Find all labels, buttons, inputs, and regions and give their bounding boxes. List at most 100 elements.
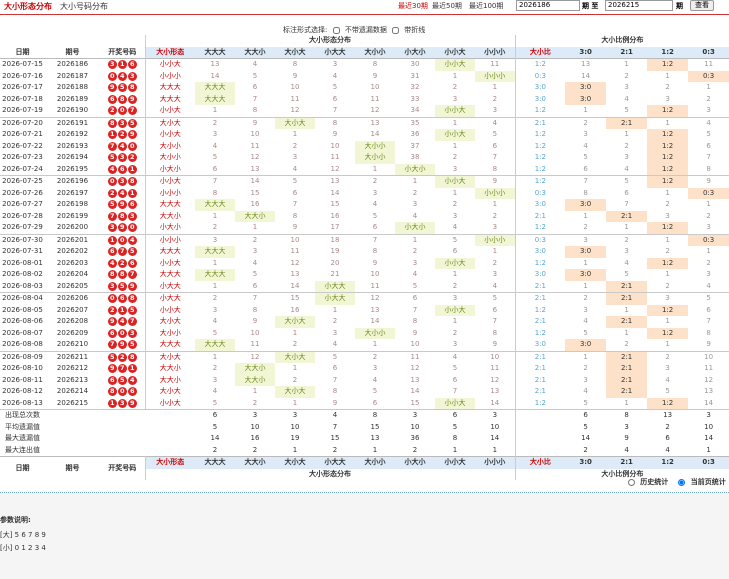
range-link[interactable]: 最近50期 [432,2,462,10]
col-header: 大小比 [514,456,566,469]
omission-cell: 12 [315,163,355,176]
ratio-omission: 2 [565,222,607,235]
ratio-omission: 4 [665,375,670,384]
stat-value: 3 [252,411,258,420]
ball: 7 [107,340,117,350]
data-row: 2026-07-29 2026200 3 9 0 小大小 2 1 9 17 6 小大小 4 3 1:2 2 1 1… [0,222,729,235]
period: 2026198 [56,200,89,209]
date: 2026-07-31 [2,247,43,256]
stat-value: 10 [410,422,420,431]
omission-cell: 7 [452,387,458,396]
col-header: 期号 [45,35,100,59]
omission-cell: 3 [452,211,458,220]
data-row: 2026-07-19 2026190 2 0 7 小小大 1 8 12 7 12 34 小小大 3 1:2 1… [0,105,729,118]
col-header: 期号 [45,456,100,480]
pattern: 大小小 [144,327,195,339]
ratio-omission: 1 [624,130,629,139]
stat-value: 1 [706,445,711,454]
ratio-omission: 6 [706,141,711,150]
period: 2026193 [56,141,89,150]
omission-cell: 9 [252,317,258,326]
ratio-omission: 2 [624,71,629,80]
col-header: 大小比 [514,46,566,59]
omission-cell: 7 [252,294,258,303]
ratio: 3:0 [514,93,566,105]
from-input[interactable]: 2026186 [516,0,580,11]
hit-cell: 大小小 [355,152,395,164]
omission-cell: 17 [315,222,355,235]
ratio-hit: 2:1 [606,316,648,328]
omission-cell: 8 [332,387,338,396]
col-header: 小大大 [315,46,355,59]
period: 2026201 [56,235,89,244]
ball: 6 [107,94,117,104]
omission-cell: 8 [292,211,298,220]
omission-cell: 4 [252,60,258,69]
period: 2026205 [45,280,100,293]
col-header: 小小大 [435,456,475,469]
ratio-hit: 1:2 [647,163,689,176]
omission-cell: 15 [330,200,340,209]
omission-cell: 2 [435,280,475,293]
ball: 5 [117,281,127,291]
omission-cell: 2 [332,317,338,326]
ratio-omission: 1 [706,200,711,209]
omission-cell: 5 [395,280,435,293]
ratio-hit: 2:1 [606,292,648,305]
checkbox[interactable] [332,26,340,34]
date: 2026-07-22 [2,141,43,150]
omission-cell: 6 [452,375,458,384]
checkbox[interactable] [392,26,400,34]
range-link[interactable]: 最近100期 [469,2,504,10]
stat-value: 9 [624,434,629,443]
data-row: 2026-08-11 2026213 6 5 4 大大小 3 大大小 2 7 4 13 6 12 2:1 3 2… [0,374,729,386]
ratio-omission: 7 [706,153,711,162]
tab[interactable]: 大小号码分布 [60,2,108,11]
ball: 0 [107,71,117,81]
pattern: 大大小 [144,363,195,375]
data-row: 2026-07-20 2026191 8 3 5 大小大 2 9 大小大 8 13 35 1 4 2:1 2 2… [0,117,729,129]
omission-cell: 10 [290,235,300,244]
radio[interactable] [628,478,635,486]
period: 2026192 [56,130,89,139]
omission-cell: 12 [355,105,395,118]
ratio-omission: 5 [706,130,711,139]
omission-cell: 14 [370,130,380,139]
pattern: 大小大 [144,117,195,129]
ratio-omission: 3 [688,105,729,118]
omission-cell: 9 [252,118,258,127]
omission-cell: 34 [395,105,435,118]
col-header: 大大小 [235,46,275,59]
col-header: 小小小 [475,46,516,59]
view-button[interactable]: 查看 [690,0,714,11]
ball: 8 [127,352,137,362]
pattern: 大大大 [144,82,195,94]
omission-cell: 10 [395,339,435,352]
stat-value: 1 [292,445,298,454]
radio[interactable] [678,478,686,486]
omission-cell: 30 [410,60,420,69]
range-link[interactable]: 最近30期 [398,2,428,10]
ball: 7 [117,364,127,374]
ratio-omission: 2 [583,294,588,303]
stat-value: 5 [212,422,218,431]
omission-cell: 2 [235,397,275,410]
col-header: 大小形态 [144,46,195,59]
notes-line: [大] 5 6 7 8 9 [0,531,46,539]
ball: 4 [107,164,117,174]
ball: 3 [127,211,137,221]
period: 2026214 [56,387,89,396]
ball: 6 [127,258,137,268]
stat-value: 7 [332,422,338,431]
omission-cell: 11 [250,141,260,150]
data-row: 2026-07-28 2026199 7 8 3 大大小 1 大大小 8 16 5 4 3 2 2:1 1 2:… [0,210,729,222]
tab[interactable]: 大小形态分布 [4,2,52,11]
spacer [514,433,566,445]
to-input[interactable]: 2026215 [605,0,673,11]
omission-cell: 31 [410,71,420,80]
ratio-omission: 7 [583,177,588,186]
